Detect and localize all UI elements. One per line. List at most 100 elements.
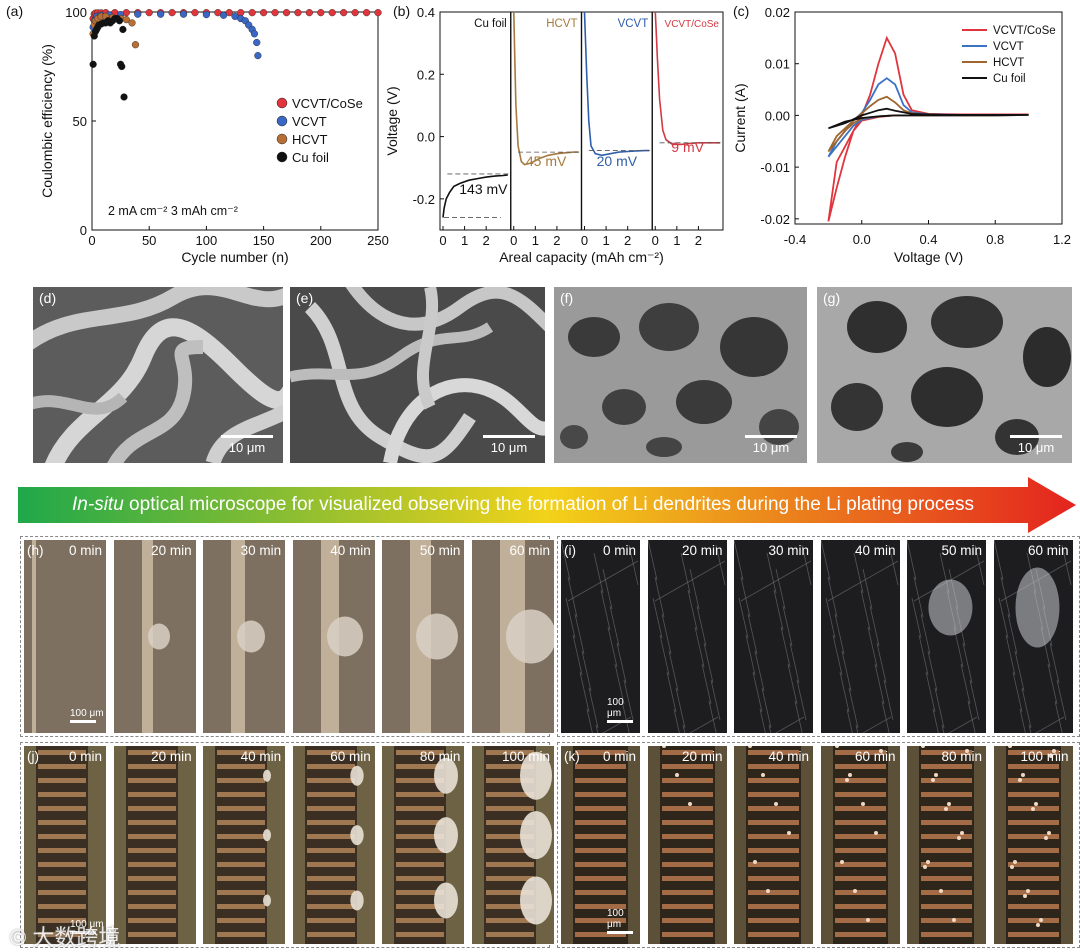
- micro-frame-i-5: 60 min: [993, 540, 1073, 733]
- micro-frame-k-3: 60 min: [820, 746, 900, 944]
- micro-frame-h-1: 20 min: [113, 540, 196, 733]
- micro-time-label: 50 min: [419, 543, 461, 558]
- c-legend-label: HCVT: [993, 57, 1024, 69]
- a-point: [118, 62, 126, 71]
- micro-frame-k-4: 80 min: [907, 746, 986, 944]
- b-ytick-label: 0.0: [417, 130, 435, 145]
- a-point: [253, 38, 261, 47]
- micro-frame-h-2: 30 min: [203, 540, 286, 733]
- b-xtick-label: 2: [553, 233, 560, 248]
- c-legend-label: Cu foil: [993, 73, 1026, 85]
- micro-time-label: 0 min: [68, 749, 102, 764]
- sem-pores-g: [817, 287, 1072, 463]
- c-ytick-label: 0.00: [765, 108, 790, 123]
- c-xlabel: Voltage (V): [894, 249, 963, 265]
- micro-frame-k-5: 100 min: [993, 746, 1073, 944]
- a-point: [179, 10, 188, 18]
- micro-time-label: 0 min: [68, 543, 102, 558]
- a-point: [282, 9, 291, 17]
- b-subpanel-name: HCVT: [546, 18, 577, 30]
- b-subpanel-name: Cu foil: [474, 18, 507, 30]
- a-ytick-label: 0: [80, 223, 87, 238]
- a-legend-label: VCVT/CoSe: [292, 96, 363, 111]
- panel-a-letter: (a): [6, 3, 23, 19]
- b-xtick-label: 2: [483, 233, 490, 248]
- micro-frame-i-3: 40 min: [820, 540, 900, 733]
- micro-time-label: 20 min: [151, 749, 192, 764]
- micro-frame-j-2: 40 min: [203, 746, 286, 944]
- b-xtick-label: 0: [652, 233, 659, 248]
- b-series-line: [513, 11, 579, 166]
- sem-f-scalebar: 10 μm: [745, 435, 797, 455]
- b-overpotential-label: 9 mV: [671, 139, 704, 155]
- a-legend-label: Cu foil: [292, 150, 329, 165]
- a-point: [271, 9, 279, 17]
- a-ytick-label: 50: [73, 114, 87, 129]
- a-point: [260, 9, 268, 17]
- c-ytick-label: -0.01: [760, 160, 790, 175]
- a-legend-marker: [276, 97, 288, 109]
- c-xtick-label: 0.0: [853, 232, 871, 247]
- micro-group-label: (j): [27, 749, 39, 764]
- micro-frame-h-3: 40 min: [292, 540, 375, 733]
- b-subpanel-name: VCVT/CoSe: [665, 19, 720, 30]
- micro-scalebar: 100 μm: [607, 908, 640, 934]
- micro-frame-h-4: 50 min: [382, 540, 465, 733]
- a-point: [250, 30, 259, 38]
- b-overpotential-label: 45 mV: [526, 153, 567, 169]
- b-xtick-label: 0: [439, 233, 446, 248]
- b-series-line: [442, 174, 508, 218]
- a-point: [202, 11, 211, 19]
- a-point: [362, 9, 371, 17]
- sem-d-label: (d): [39, 290, 57, 306]
- a-annotation: 2 mA cm⁻² 3 mAh cm⁻²: [108, 204, 238, 218]
- a-legend-marker: [276, 151, 288, 163]
- a-point: [374, 9, 382, 17]
- micro-time-label: 60 min: [509, 543, 550, 558]
- a-point: [119, 25, 127, 34]
- c-ytick-label: 0.01: [765, 57, 790, 72]
- arrow-caption-italic: In-situ: [72, 494, 124, 515]
- b-overpotential-label: 143 mV: [459, 181, 508, 197]
- sem-e-label: (e): [296, 290, 314, 306]
- micro-time-label: 0 min: [602, 749, 636, 764]
- sem-f-label: (f): [560, 290, 574, 306]
- micro-time-label: 80 min: [941, 749, 982, 764]
- micro-time-label: 0 min: [602, 543, 636, 558]
- arrow-shape: [18, 477, 1076, 533]
- micro-time-label: 30 min: [240, 543, 282, 558]
- micro-frame-h-5: 60 min: [472, 540, 554, 733]
- a-legend-marker: [276, 133, 288, 145]
- b-ytick-label: 0.2: [417, 67, 435, 82]
- a-legend-marker: [276, 115, 288, 127]
- b-series-line: [583, 11, 650, 157]
- process-arrow: In-situ optical microscope for visualize…: [18, 477, 1078, 533]
- micro-group-k: 0 min (k) 100 μm 20 min 40 min 60 min: [557, 742, 1080, 948]
- micro-time-label: 100 min: [1020, 749, 1069, 764]
- micro-time-label: 100 min: [501, 749, 550, 764]
- b-overpotential-label: 20 mV: [597, 153, 638, 169]
- a-xtick-label: 100: [196, 233, 218, 248]
- arrow-caption-rest: optical microscope for visualized observ…: [123, 494, 974, 515]
- a-point: [128, 19, 136, 27]
- arrow-caption: In-situ optical microscope for visualize…: [18, 477, 1028, 533]
- micro-frame-k-2: 40 min: [734, 746, 813, 944]
- a-xtick-label: 200: [310, 233, 332, 248]
- sem-image-e: (e) 10 μm: [290, 287, 545, 463]
- micro-time-label: 80 min: [419, 749, 461, 764]
- micro-frame-j-1: 20 min: [113, 746, 196, 944]
- micro-group-j: 0 min (j) 100 μm 20 min 40 min 60 min: [20, 742, 554, 948]
- micro-time-label: 20 min: [681, 749, 723, 764]
- a-point: [254, 51, 262, 60]
- micro-frame-i-0: 0 min (i) 100 μm: [561, 540, 640, 733]
- micro-group-label: (k): [564, 749, 580, 764]
- b-xtick-label: 2: [695, 233, 702, 248]
- sem-image-g: (g) 10 μm: [817, 287, 1072, 463]
- micro-group-label: (h): [27, 543, 44, 558]
- c-series-line: [828, 107, 1029, 130]
- a-point: [134, 10, 142, 18]
- b-ytick-label: 0.4: [417, 5, 435, 20]
- a-point: [219, 11, 228, 19]
- a-xtick-label: 50: [142, 233, 156, 248]
